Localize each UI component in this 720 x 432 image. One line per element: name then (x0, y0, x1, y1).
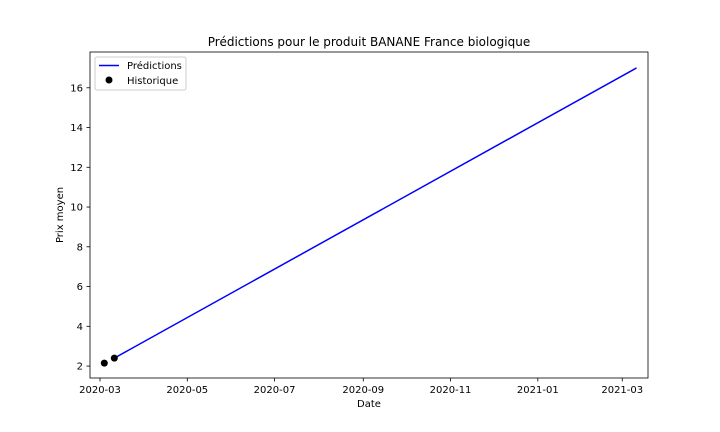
plot-area: 2020-03 2020-05 2020-07 2020-09 2020-11 2021-… (70, 51, 649, 396)
y-tick-label: 10 (70, 203, 83, 214)
x-tick-label: 2020-05 (166, 385, 208, 396)
legend-label-historique: Historique (127, 76, 178, 87)
y-tick-label: 14 (70, 123, 83, 134)
x-axis-label: Date (357, 399, 381, 410)
data-point-historique (110, 354, 118, 362)
x-tick-label: 2020-03 (79, 385, 121, 396)
x-tick-label: 2020-09 (342, 385, 384, 396)
chart-title: Prédictions pour le produit BANANE Franc… (208, 35, 530, 49)
x-axis: 2020-03 2020-05 2020-07 2020-09 2020-11 2021-… (79, 378, 643, 396)
y-axis-label: Prix moyen (55, 187, 66, 243)
x-tick-label: 2020-11 (430, 385, 472, 396)
y-tick-label: 16 (70, 83, 83, 94)
legend: Prédictions Historique (94, 56, 187, 91)
x-tick-label: 2021-03 (601, 385, 643, 396)
y-tick-label: 4 (77, 322, 83, 333)
data-point-historique (100, 359, 108, 367)
series-line-predictions (113, 67, 637, 359)
legend-dot-marker (105, 76, 113, 84)
series-layer (100, 67, 637, 367)
x-tick-label: 2020-07 (254, 385, 296, 396)
y-axis: 2 4 6 8 10 12 14 16 (70, 83, 90, 373)
y-tick-label: 6 (77, 282, 83, 293)
x-tick-label: 2021-01 (517, 385, 559, 396)
y-tick-label: 8 (77, 242, 83, 253)
y-tick-label: 12 (70, 163, 83, 174)
axes-frame (89, 51, 649, 379)
legend-label-predictions: Prédictions (127, 60, 182, 72)
y-tick-label: 2 (77, 362, 83, 373)
